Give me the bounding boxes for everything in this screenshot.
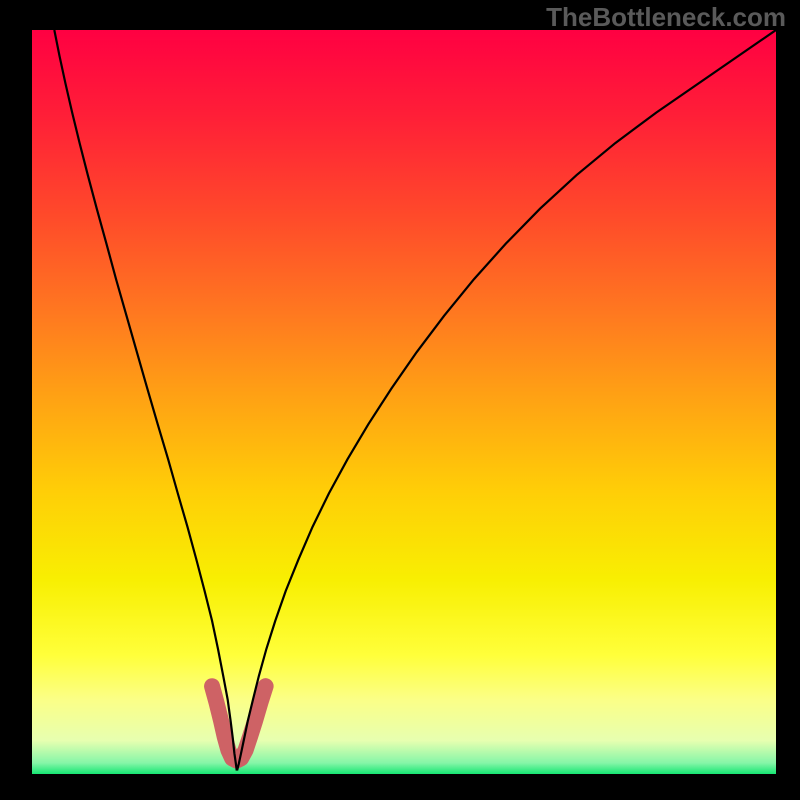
watermark-text: TheBottleneck.com: [546, 2, 786, 33]
chart-container: TheBottleneck.com: [0, 0, 800, 800]
chart-svg: [32, 30, 776, 774]
plot-area: [32, 30, 776, 774]
chart-background: [32, 30, 776, 774]
